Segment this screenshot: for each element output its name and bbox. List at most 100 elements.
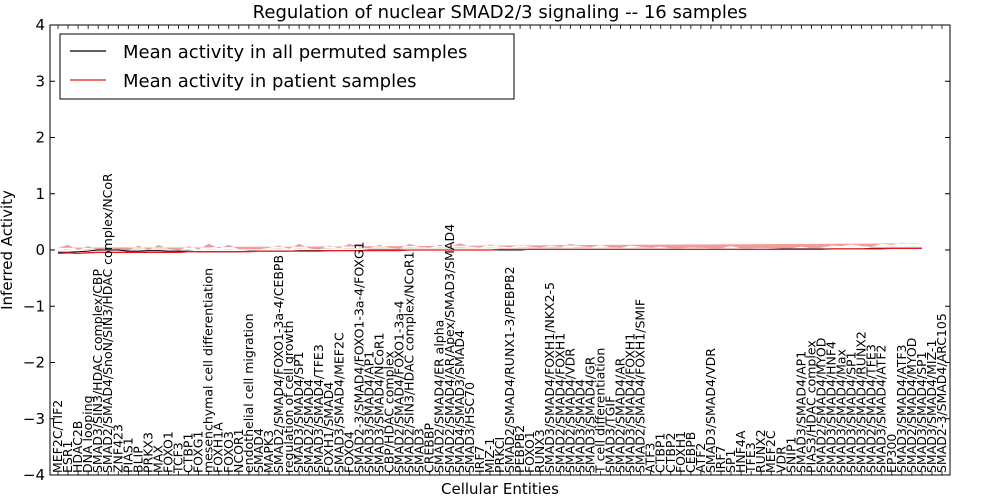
x-category-label: SMAD3/SMAD4/HNF4 — [824, 341, 839, 473]
x-category-label: SMAD3/SMAD4/FOXH1/NKX2-5 — [542, 282, 557, 473]
x-category-label: T cell differentiation — [592, 348, 607, 474]
x-category-label: SMAD3/SMAD4/AP1 — [361, 351, 376, 473]
x-category-label: SMAD2/SMAD4/FOXO1-3a-4 — [392, 300, 407, 473]
x-category-label: CBP/HDAC complex — [382, 351, 397, 473]
x-category-label: RUNX2 — [753, 429, 768, 473]
x-category-label: FOXH1 — [673, 431, 688, 473]
x-category-label: SMAD3/SMAD4/TFE3 — [311, 344, 326, 473]
x-category-label: SMAD2/SMAD4/AR — [613, 357, 628, 473]
y-axis: −4 −3 −2 −1 0 1 2 3 4 — [23, 16, 950, 484]
x-category-label: PRKCI — [492, 437, 507, 473]
x-category-label: FOXH1/SMAD4 — [321, 382, 336, 473]
x-category-label: CTBP2 — [663, 433, 678, 473]
x-category-label: SMAD2-3/SMAD4/FOXO1-3a-4/FOXG1 — [351, 241, 366, 473]
x-category-label: SMAD3/SMAD4/RUNX2 — [854, 331, 869, 473]
x-category-label: MAX — [150, 445, 165, 473]
x-category-label: FOXO1 — [522, 431, 537, 473]
x-category-label: FOXO1 — [161, 431, 176, 473]
x-category-label: SMAD2/SIN3/HDAC complex/NCoR1 — [402, 251, 417, 473]
x-category-label: SMAD3/HSC70 — [462, 382, 477, 473]
plot-area — [57, 242, 922, 255]
x-category-label: FOXO4 — [341, 431, 356, 473]
x-category-label: SMAD2-3/SMAD4/ARC105 — [934, 313, 949, 473]
x-category-label: SMAD2/SMAD4/MYOD — [813, 338, 828, 473]
x-category-label: SMAD2/SMAD4/MYOD — [904, 338, 919, 473]
x-category-label: EP300 — [884, 434, 899, 473]
x-category-label: SMAD3/SMAD4/ATF2 — [874, 345, 889, 473]
x-category-label: BLIP — [130, 446, 145, 473]
x-category-label: SMAD3/SMAD4/SP1 — [291, 351, 306, 473]
y-axis-label: Inferred Activity — [0, 190, 16, 310]
x-category-label: SMAD2/SMAD4/ER alpha — [432, 320, 447, 473]
x-category-label: CTBP1 — [653, 433, 668, 473]
legend-box — [59, 33, 515, 100]
x-category-label: RUNX3 — [532, 429, 547, 473]
x-category-label: SMAD3 — [412, 428, 427, 473]
x-category-label: HDAC2B — [70, 421, 85, 473]
x-category-label: SMAD3/SMAD4 — [572, 379, 587, 473]
x-category-label: SMAD2/SMAD4/AR/Apex/SMAD3/SMAD4 — [442, 224, 457, 473]
x-category-label: SMAD4 — [251, 428, 266, 473]
x-category-label: SMAD3/SMAD4/FOXH1 — [623, 333, 638, 473]
x-category-label: SMAD3/SMAD4/MEF2C — [331, 332, 346, 473]
x-category-label: SMAD3/SIN3/HDAC complex/CBP — [90, 268, 105, 473]
x-category-label: DNA looping — [80, 395, 95, 473]
chart-title: Regulation of nuclear SMAD2/3 signaling … — [253, 2, 748, 23]
series-line-patient-mean — [57, 247, 922, 255]
x-category-label: SMAD2/SMAD4/RUNX1-3/PEBPB2 — [502, 266, 517, 473]
x-category-label: ATF2 — [693, 443, 708, 473]
y-tick-label: −4 — [23, 466, 45, 484]
x-category-label: SMAD3/SMAD4/NCoR1 — [371, 332, 386, 473]
x-category-label: endothelial cell migration — [241, 313, 256, 473]
x-category-label: SMAD2/SMAD4 — [301, 379, 316, 473]
x-category-label: FOXH1A — [211, 422, 226, 473]
y-tick-label: −2 — [23, 354, 45, 372]
x-category-label: SMAD3/SMAD4/SP1 — [844, 351, 859, 473]
x-category-label: MAPK3 — [261, 430, 276, 473]
y-tick-label: −3 — [23, 410, 45, 428]
x-category-label: SMAD3/SMAD4/GR — [582, 356, 597, 473]
x-category-label: ZNF423 — [110, 424, 125, 473]
x-category-label: NCOR1 — [231, 428, 246, 473]
legend-label-patient: Mean activity in patient samples — [123, 71, 417, 92]
legend: Mean activity in all permuted samples Me… — [59, 33, 515, 100]
x-category-label: SMAD2/SMAD4/FOXH1 — [552, 333, 567, 473]
x-category-label: FOXO3 — [221, 431, 236, 473]
x-category-label: regulation of cell growth — [281, 321, 296, 473]
x-category-label: CREBBP — [422, 423, 437, 473]
x-category-label: SMAD3/SMAD4/ATF3 — [894, 345, 909, 473]
x-category-label: PIAS3/HDAC complex — [803, 340, 818, 473]
x-category-label: SNIP1 — [783, 437, 798, 473]
y-tick-label: 3 — [35, 72, 45, 90]
x-category-label: FOXG1 — [191, 431, 206, 473]
x-category-label: PEBPB2 — [512, 425, 527, 473]
patient-spread-band — [58, 242, 922, 251]
x-category-label: SMAD3/SMAD4/Max — [834, 349, 849, 473]
x-category-label: MIZ-1 — [482, 438, 497, 473]
y-tick-label: 4 — [35, 16, 45, 34]
y-tick-label: 0 — [35, 241, 45, 259]
x-category-label: mesenchymal cell differentiation — [201, 268, 216, 473]
legend-label-permuted: Mean activity in all permuted samples — [123, 42, 467, 63]
x-category-label: SMAD2/SMAD4/TFE3 — [864, 344, 879, 473]
y-tick-label: −1 — [23, 297, 45, 315]
y-tick-label: 1 — [35, 185, 45, 203]
x-category-label: IRF7 — [713, 445, 728, 473]
x-category-label: CTBP1 — [181, 433, 196, 473]
x-category-label: MEF2C — [763, 430, 778, 473]
x-category-label: SMAD2/SMAD4/FOXO1-3a-4/CEBPB — [271, 255, 286, 473]
x-category-label: TFE3 — [743, 442, 758, 474]
x-category-label: HNF4A — [733, 430, 748, 473]
x-category-label: ATF3 — [643, 443, 658, 473]
x-category-label: SMAD4/SMAD3/SMAD4 — [452, 330, 467, 473]
x-category-label: ESR1 — [60, 441, 75, 473]
x-axis-label: Cellular Entities — [441, 480, 559, 498]
permuted-spread-band — [58, 246, 922, 250]
x-category-label: SMAD3/SMAD4/MIZ-1 — [924, 340, 939, 473]
x-category-label: TCF3 — [171, 442, 186, 474]
x-category-label: SMAD3/SMAD4/SP1 — [914, 351, 929, 473]
x-category-label: SP1 — [723, 450, 738, 473]
x-category-label: SMAD2/SMAD4/VDR — [562, 348, 577, 473]
x-category-label: SMAD3/SMAD4/VDR — [703, 348, 718, 473]
